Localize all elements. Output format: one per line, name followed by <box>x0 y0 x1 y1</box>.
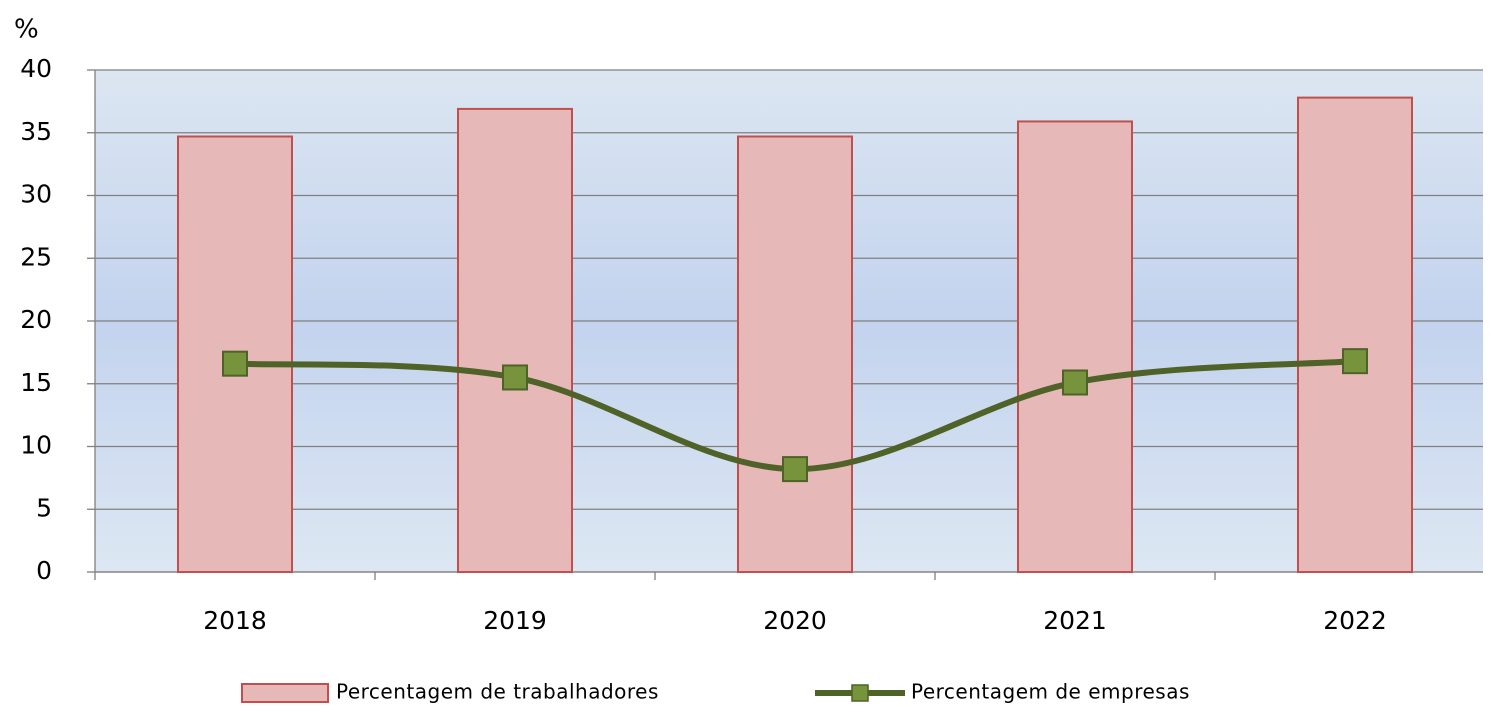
y-axis-label: % <box>14 15 39 45</box>
y-tick-label: 40 <box>20 54 52 83</box>
marker <box>222 350 248 377</box>
bar <box>1297 96 1413 574</box>
marker <box>782 456 808 483</box>
y-tick-label: 20 <box>20 305 52 334</box>
x-tick-label: 2018 <box>203 606 267 635</box>
bar <box>457 107 573 573</box>
marker <box>1342 348 1368 375</box>
x-tick-label: 2020 <box>763 606 827 635</box>
y-tick-label: 0 <box>36 556 52 585</box>
legend-marker <box>851 684 869 702</box>
legend-label: Percentagem de empresas <box>911 680 1190 704</box>
x-tick-label: 2019 <box>483 606 547 635</box>
y-tick-label: 30 <box>20 180 52 209</box>
y-tick-label: 35 <box>20 117 52 146</box>
marker <box>502 364 528 391</box>
y-tick-label: 25 <box>20 242 52 271</box>
x-tick-label: 2022 <box>1323 606 1387 635</box>
y-tick-label: 15 <box>20 368 52 397</box>
y-tick-label: 5 <box>36 493 52 522</box>
legend-swatch <box>241 683 329 703</box>
marker <box>1062 369 1088 396</box>
x-tick-label: 2021 <box>1043 606 1107 635</box>
legend-label: Percentagem de trabalhadores <box>336 680 659 704</box>
y-tick-label: 10 <box>20 431 52 460</box>
bar <box>737 135 853 573</box>
bar <box>1017 120 1133 574</box>
